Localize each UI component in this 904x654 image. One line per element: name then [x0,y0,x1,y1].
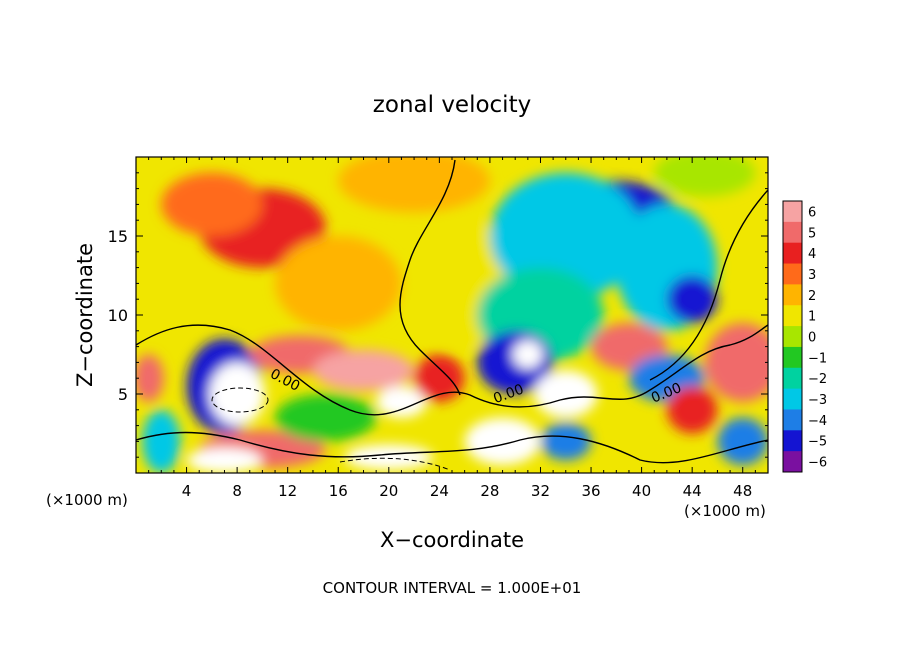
y-tick-label: 15 [108,227,128,246]
field-blob-17 [414,354,465,402]
y-tick-label: 5 [118,385,128,404]
field-blob-31 [275,394,377,442]
colorbar-tick-label: −6 [808,456,827,471]
velocity-field: 0.00 0.00 0.00 [136,157,768,473]
x-tick-label: 20 [379,482,398,500]
zero-contours [136,159,768,471]
x-tick-label: 32 [531,482,550,500]
field-blob-19 [534,370,598,418]
y-axis: 5 10 15 [108,172,768,458]
colorbar-tick-label: −3 [808,393,827,408]
colorbar-swatch-12 [783,451,802,473]
x-tick-label: 36 [581,482,600,500]
x-tick-label: 4 [182,482,192,500]
field-blob-29 [142,409,181,473]
x-tick-label: 12 [278,482,297,500]
field-blob-32 [654,157,756,197]
x-tick-label: 40 [632,482,651,500]
field-blob-13 [209,362,265,426]
x-tick-label: 16 [329,482,348,500]
x-unit-label-right: (×1000 m) [684,502,766,520]
x-tick-label: 28 [480,482,499,500]
colorbar-tick-label: 4 [808,247,816,262]
y-tick-label: 10 [108,306,128,325]
colorbar-tick-label: 6 [808,205,816,220]
zero-contour-lower [136,324,768,416]
x-unit-label-left: (×1000 m) [46,491,128,509]
colorbar-frame [782,200,803,473]
field-blob-28 [344,444,434,470]
colorbar-swatch-7 [783,346,802,369]
field-blob-24 [704,322,768,402]
colorbar-tick-label: −2 [808,372,827,387]
colorbar-tick-label: 2 [808,289,816,304]
colorbar-tick-label: −4 [808,414,827,429]
colorbar: 6 5 4 3 2 1 0 −1 −2 −3 −4 −5 −6 [782,200,827,473]
colorbar-swatch-3 [783,263,802,285]
chart-title: zonal velocity [373,92,531,118]
field-blob-18 [464,417,541,466]
x-axis-label: X−coordinate [380,528,524,552]
colorbar-swatch-0 [783,201,802,223]
x-tick-label: 24 [430,482,449,500]
zero-contour-bottom [136,431,768,464]
field-blob-8 [666,275,718,323]
colorbar-swatch-1 [783,221,802,244]
negative-contour [211,387,269,413]
colorbar-tick-label: 5 [808,226,816,241]
x-tick-label: 48 [733,482,752,500]
field-blob-2 [338,157,490,213]
field-blob-11 [512,340,544,369]
field-blob-27 [186,447,263,473]
colorbar-swatch-11 [783,430,802,452]
colorbar-tick-label: −1 [808,351,827,366]
negative-contour-bottom [339,457,451,471]
field-blob-30 [136,354,164,402]
y-axis-label: Z−coordinate [73,243,97,387]
colorbar-swatch-5 [783,305,802,327]
colorbar-tick-label: 1 [808,310,816,325]
field-blob-6 [489,172,642,300]
field-blob-20 [540,422,592,461]
field-blob-23 [666,386,718,434]
contour-interval-footer: CONTOUR INTERVAL = 1.000E+01 [323,579,582,597]
zero-contour-upper [399,159,461,396]
colorbar-tick-label: 0 [808,331,816,346]
field-blob-15 [312,349,415,391]
field-blob-3 [275,236,402,331]
colorbar-swatch-2 [783,242,802,265]
field-blob-16 [376,386,427,418]
x-axis: 4 8 12 16 20 24 28 32 36 40 44 48 [148,157,756,500]
colorbar-swatch-4 [783,284,802,306]
colorbar-swatch-9 [783,388,802,410]
colorbar-swatch-10 [783,409,802,431]
field-blob-25 [717,417,768,466]
colorbar-tick-label: 3 [808,268,816,283]
x-tick-label: 44 [683,482,702,500]
x-tick-label: 8 [232,482,242,500]
zero-contour-right [649,189,768,381]
field-blob-1 [161,172,263,236]
colorbar-swatch-6 [783,326,802,348]
colorbar-tick-label: −5 [808,435,827,450]
colorbar-swatch-8 [783,367,802,390]
field-blobs [136,157,768,473]
